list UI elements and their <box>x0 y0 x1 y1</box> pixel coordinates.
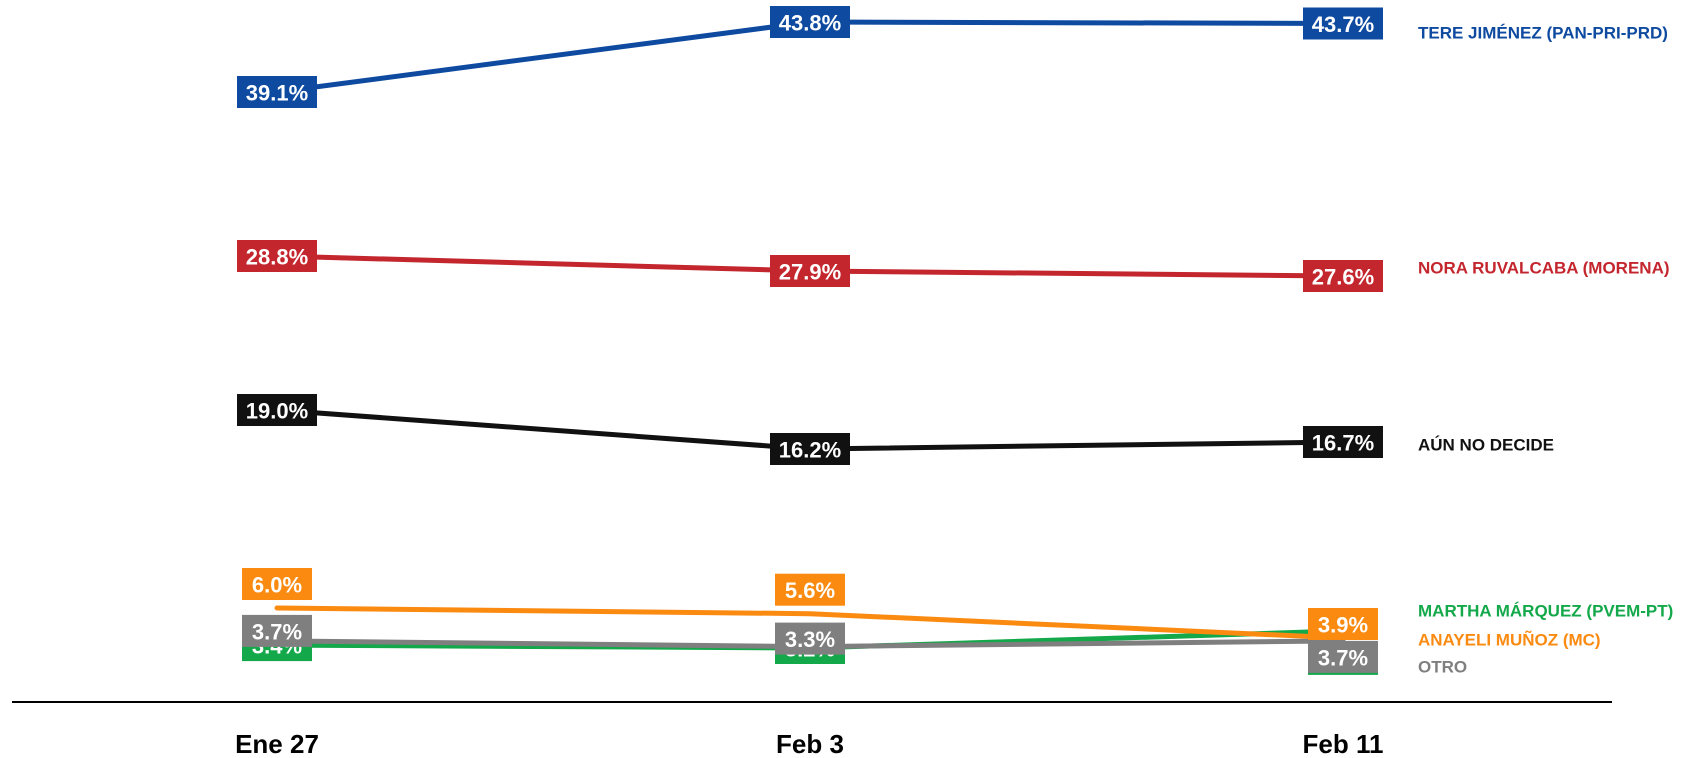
data-label-tere-jimenez-pan-pri-prd-0: 39.1% <box>246 81 308 106</box>
data-label-nora-ruvalcaba-morena-1: 27.9% <box>779 260 841 285</box>
data-label-aun-no-decide-2: 16.7% <box>1312 431 1374 456</box>
data-label-aun-no-decide-1: 16.2% <box>779 438 841 463</box>
data-label-anayeli-munoz-mc-1: 5.6% <box>785 578 835 603</box>
x-tick-label-feb-3: Feb 3 <box>776 729 844 758</box>
data-label-nora-ruvalcaba-morena-0: 28.8% <box>246 245 308 270</box>
x-tick-label-ene-27: Ene 27 <box>235 729 319 758</box>
legend-entry-martha-marquez-pvem-pt: MARTHA MÁRQUEZ (PVEM-PT) <box>1418 602 1673 621</box>
data-label-box-tere-jimenez-pan-pri-prd-1 <box>770 6 850 38</box>
data-label-box-otro-0 <box>242 614 312 647</box>
x-tick-label-feb-11: Feb 11 <box>1303 729 1384 758</box>
data-label-box-anayeli-munoz-mc-2 <box>1308 608 1378 640</box>
data-label-box-aun-no-decide-0 <box>237 394 317 426</box>
data-label-box-otro-2 <box>1308 640 1378 673</box>
data-label-anayeli-munoz-mc-0: 6.0% <box>252 573 302 598</box>
data-label-box-nora-ruvalcaba-morena-2 <box>1303 260 1383 292</box>
data-label-box-aun-no-decide-2 <box>1303 426 1383 458</box>
series-lines <box>274 19 1346 651</box>
legend-entry-otro: OTRO <box>1418 658 1467 677</box>
data-label-box-tere-jimenez-pan-pri-prd-2 <box>1303 7 1383 40</box>
x-axis-tick-labels: Ene 27 Feb 3 Feb 11 <box>235 729 1383 758</box>
data-label-box-tere-jimenez-pan-pri-prd-0 <box>237 76 317 108</box>
data-label-box-anayeli-munoz-mc-1 <box>775 573 845 606</box>
data-label-box-nora-ruvalcaba-morena-0 <box>237 240 317 272</box>
data-label-tere-jimenez-pan-pri-prd-2: 43.7% <box>1312 12 1374 37</box>
data-labels: 39.1% 43.8% 43.7% 28.8% 27.9% 27.6% 19.0% 16.2%… <box>237 6 1383 675</box>
legend: TERE JIMÉNEZ (PAN-PRI-PRD) NORA RUVALCABA… <box>1418 24 1673 677</box>
data-label-anayeli-munoz-mc-2: 3.9% <box>1318 613 1368 638</box>
data-label-box-nora-ruvalcaba-morena-1 <box>770 255 850 287</box>
data-label-box-otro-1 <box>775 622 845 655</box>
legend-entry-aun-no-decide: AÚN NO DECIDE <box>1418 436 1554 455</box>
data-label-aun-no-decide-0: 19.0% <box>246 399 308 424</box>
data-label-otro-0: 3.7% <box>252 619 302 644</box>
legend-entry-anayeli-munoz-mc: ANAYELI MUÑOZ (MC) <box>1418 630 1601 650</box>
data-label-box-anayeli-munoz-mc-0 <box>242 568 312 600</box>
data-label-otro-1: 3.3% <box>785 627 835 652</box>
series-line-anayeli-munoz-mc <box>274 605 1346 641</box>
data-label-nora-ruvalcaba-morena-2: 27.6% <box>1312 265 1374 290</box>
legend-entry-nora-ruvalcaba-morena: NORA RUVALCABA (MORENA) <box>1418 259 1670 278</box>
data-label-otro-2: 3.7% <box>1318 645 1368 670</box>
data-label-box-aun-no-decide-1 <box>770 433 850 465</box>
legend-entry-tere-jimenez-pan-pri-prd: TERE JIMÉNEZ (PAN-PRI-PRD) <box>1418 24 1668 43</box>
data-label-tere-jimenez-pan-pri-prd-1: 43.8% <box>779 11 841 36</box>
